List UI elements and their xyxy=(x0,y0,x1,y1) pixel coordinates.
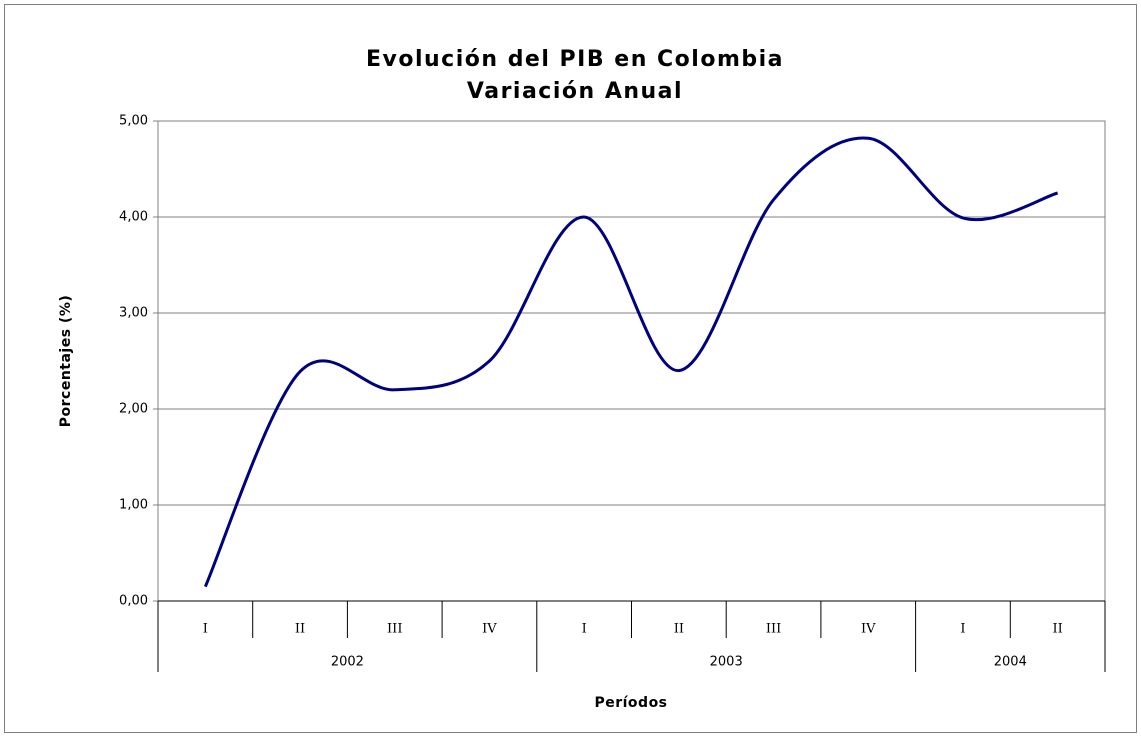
y-tick-label: 4,00 xyxy=(119,210,148,225)
x-tick-label: II xyxy=(674,622,684,637)
x-axis-title: Períodos xyxy=(594,695,667,711)
x-tick-label: III xyxy=(766,622,781,637)
group-label: 2002 xyxy=(331,655,364,670)
x-tick-label: IV xyxy=(482,622,497,637)
y-tick-label: 2,00 xyxy=(119,402,148,417)
x-tick-label: IV xyxy=(861,622,876,637)
x-tick-label: I xyxy=(960,622,965,637)
y-tick-label: 1,00 xyxy=(119,498,148,513)
y-axis-title: Porcentajes (%) xyxy=(58,295,74,428)
x-tick-label: II xyxy=(295,622,305,637)
group-label: 2004 xyxy=(994,655,1027,670)
chart-subtitle: Variación Anual xyxy=(467,79,683,104)
y-tick-label: 0,00 xyxy=(119,594,148,609)
x-tick-label: I xyxy=(582,622,587,637)
y-tick-label: 5,00 xyxy=(119,114,148,129)
group-label: 2003 xyxy=(710,655,743,670)
chart-border xyxy=(4,4,1137,733)
x-tick-label: I xyxy=(203,622,208,637)
x-tick-label: III xyxy=(387,622,402,637)
x-tick-label: II xyxy=(1053,622,1063,637)
y-tick-label: 3,00 xyxy=(119,306,148,321)
chart-title: Evolución del PIB en Colombia xyxy=(366,47,784,72)
data-line xyxy=(203,136,1059,588)
